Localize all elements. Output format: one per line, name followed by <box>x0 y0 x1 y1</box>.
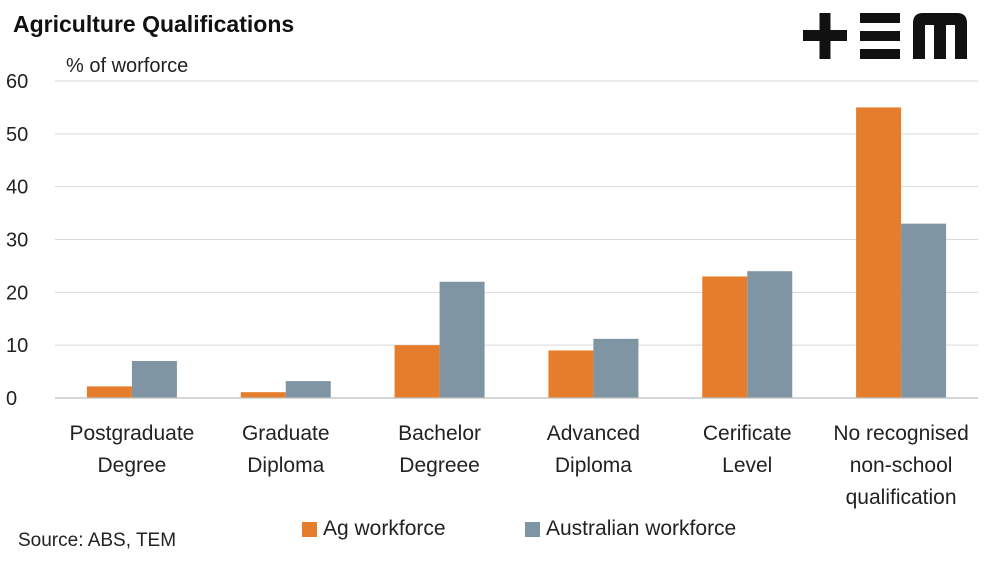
bar-ag <box>548 350 594 398</box>
bar-ag <box>394 345 440 398</box>
y-tick-label: 20 <box>6 282 28 304</box>
y-tick-label: 10 <box>6 335 28 357</box>
bar-australian <box>131 361 177 398</box>
x-tick-label: Level <box>722 454 772 477</box>
bar-australian <box>901 223 947 398</box>
x-tick-label: No recognised <box>833 422 968 445</box>
x-tick-label: non-school <box>850 454 953 477</box>
source-note: Source: ABS, TEM <box>18 530 177 551</box>
bar-australian <box>439 281 485 398</box>
y-tick-label: 60 <box>6 71 28 93</box>
x-tick-label: Graduate <box>242 422 330 445</box>
bar-australian <box>285 381 331 398</box>
x-tick-label: Advanced <box>547 422 640 445</box>
x-tick-label: Bachelor <box>398 422 481 445</box>
y-tick-label: 40 <box>6 177 28 199</box>
bar-australian <box>747 271 793 398</box>
bar-australian <box>593 338 639 398</box>
bar-ag <box>240 392 286 398</box>
bar-ag <box>856 107 902 399</box>
legend-swatch-ag <box>302 521 317 537</box>
legend-item-ag: Ag workforce <box>302 517 446 541</box>
chart-title: Agriculture Qualifications <box>13 11 295 37</box>
y-tick-label: 30 <box>6 230 28 252</box>
x-tick-label: Diploma <box>555 454 632 477</box>
x-tick-label: Cerificate <box>703 422 792 445</box>
y-tick-label: 0 <box>6 388 17 410</box>
x-tick-label: qualification <box>846 486 957 509</box>
x-tick-label: Diploma <box>247 454 324 477</box>
legend-item-australian: Australian workforce <box>525 517 736 541</box>
tem-logo <box>803 13 967 59</box>
x-tick-label: Postgraduate <box>69 422 194 445</box>
x-tick-label: Degreee <box>399 454 480 477</box>
y-axis-label: % of worforce <box>66 55 188 77</box>
legend-swatch-australian <box>525 521 540 537</box>
x-tick-label: Degree <box>97 454 166 477</box>
legend-label-ag: Ag workforce <box>323 517 446 540</box>
legend-label-australian: Australian workforce <box>546 517 737 540</box>
bar-ag <box>702 276 748 398</box>
y-tick-label: 50 <box>6 124 28 146</box>
bar-ag <box>86 386 132 398</box>
